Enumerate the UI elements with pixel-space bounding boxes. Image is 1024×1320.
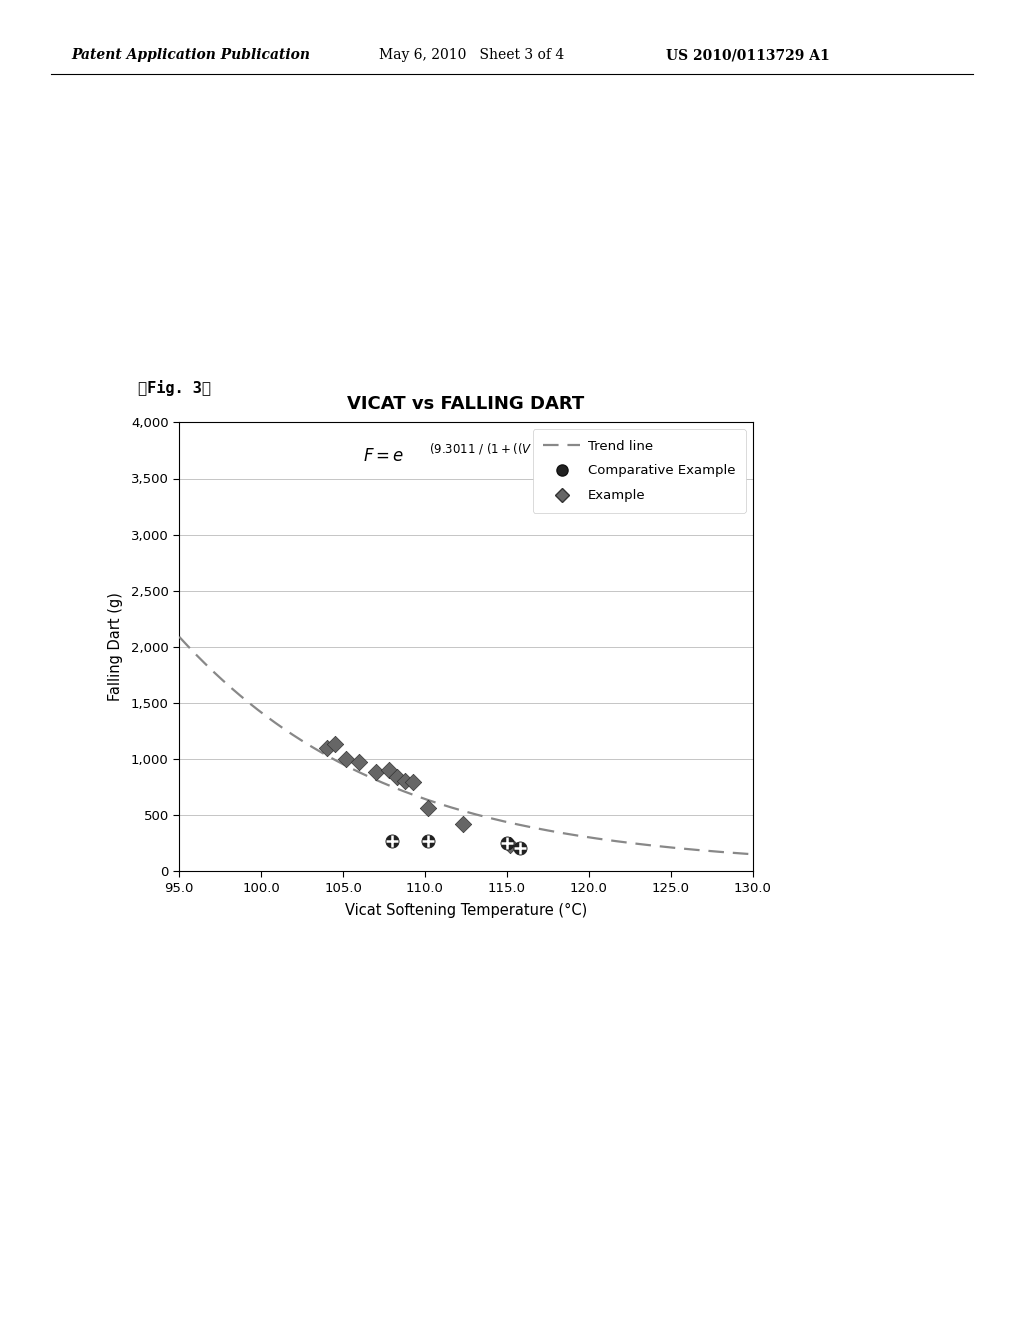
Point	[502, 834, 518, 855]
Point	[368, 762, 384, 783]
X-axis label: Vicat Softening Temperature (°C): Vicat Softening Temperature (°C)	[345, 903, 587, 917]
Point	[327, 734, 343, 755]
Point	[420, 830, 436, 851]
Point	[512, 837, 528, 858]
Point	[389, 767, 406, 788]
Point	[397, 771, 414, 792]
Legend: Trend line, Comparative Example, Example: Trend line, Comparative Example, Example	[532, 429, 746, 513]
Text: $F = e$: $F = e$	[362, 447, 404, 465]
Text: $(9.3011\ /\ (1 + ((V\ \mathregular{-}59.4592)\ /\ 76.3517)^2))$: $(9.3011\ /\ (1 + ((V\ \mathregular{-}59…	[429, 441, 676, 458]
Point	[338, 748, 354, 770]
Text: US 2010/0113729 A1: US 2010/0113729 A1	[666, 49, 829, 62]
Point	[384, 830, 400, 851]
Point	[318, 737, 335, 758]
Y-axis label: Falling Dart (g): Falling Dart (g)	[108, 593, 123, 701]
Text: 【Fig. 3】: 【Fig. 3】	[138, 380, 211, 396]
Point	[455, 813, 471, 834]
Point	[406, 771, 422, 792]
Point	[351, 752, 368, 774]
Point	[499, 832, 515, 853]
Text: May 6, 2010   Sheet 3 of 4: May 6, 2010 Sheet 3 of 4	[379, 49, 564, 62]
Point	[381, 760, 397, 781]
Title: VICAT vs FALLING DART: VICAT vs FALLING DART	[347, 395, 585, 413]
Text: Patent Application Publication: Patent Application Publication	[72, 49, 310, 62]
Point	[420, 797, 436, 818]
